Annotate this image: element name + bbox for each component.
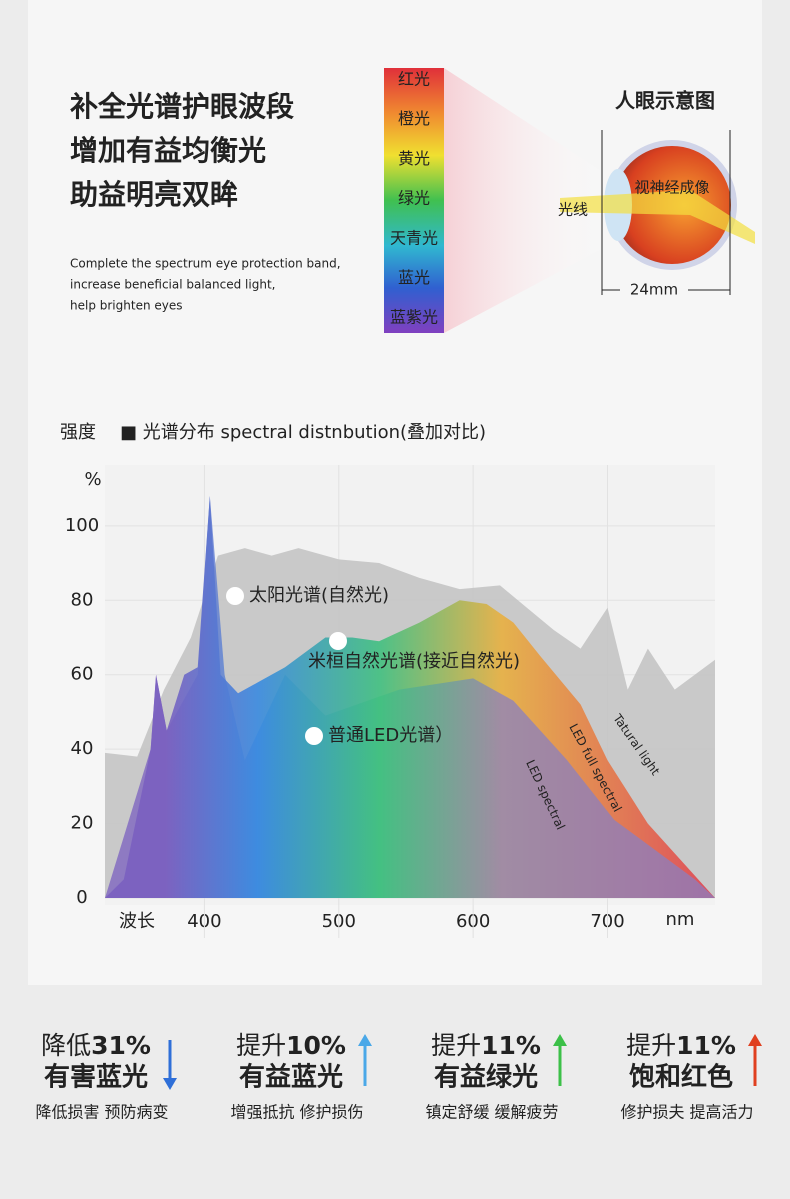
band-label: 红光 [398, 70, 430, 89]
rate-amount: 11% [676, 1031, 736, 1060]
feature-title: 饱和红色 [629, 1062, 733, 1093]
y-label: 强度 [60, 422, 96, 443]
feature-title: 有益蓝光 [239, 1063, 343, 1093]
band-label: 绿光 [398, 189, 430, 208]
band-label: 天青光 [390, 228, 438, 247]
light-ray [560, 190, 755, 244]
feature-rate: 降低31% [41, 1031, 151, 1060]
legend-label: 米桓自然光谱(接近自然光) [308, 651, 520, 672]
rate-amount: 10% [286, 1031, 346, 1060]
headline: 助益明亮双眸 [70, 178, 238, 211]
band-label: 蓝光 [398, 268, 430, 287]
feature-title: 有益绿光 [434, 1063, 538, 1093]
chart-title: ■ 光谱分布 spectral distnbution(叠加对比) [120, 422, 486, 443]
band-label: 橙光 [398, 109, 430, 128]
feature-desc: 修护损夫 提高活力 [620, 1103, 753, 1122]
y-tick-label: 40 [71, 738, 94, 759]
legend-dot [329, 632, 347, 650]
y-tick-label: 80 [71, 589, 94, 610]
feature-desc: 增强抵抗 修护损伤 [230, 1103, 363, 1122]
rate-amount: 31% [91, 1031, 151, 1060]
rate-prefix: 提升 [236, 1031, 286, 1060]
headline: 增加有益均衡光 [70, 134, 266, 167]
rate-prefix: 降低 [41, 1031, 91, 1060]
feature-rate: 提升11% [626, 1031, 736, 1060]
feature-rate: 提升11% [431, 1031, 541, 1060]
spectrum-band [384, 68, 444, 333]
eye-title: 人眼示意图 [615, 89, 715, 113]
light-label: 光线 [558, 201, 588, 219]
subtitle: increase beneficial balanced light, [70, 278, 275, 292]
arrow-head [358, 1034, 372, 1046]
legend-label: 普通LED光谱） [328, 725, 453, 746]
y-unit: % [84, 469, 101, 490]
x-label: 波长 [119, 911, 155, 932]
series-area [105, 496, 715, 898]
y-tick-label: 20 [71, 813, 94, 834]
legend-label: 太阳光谱(自然光) [249, 585, 389, 606]
rate-amount: 11% [481, 1031, 541, 1060]
y-tick-label: 0 [76, 887, 87, 908]
legend-dot [226, 587, 244, 605]
x-unit: nm [666, 909, 695, 930]
y-tick-label: 100 [65, 515, 99, 536]
band-label: 蓝紫光 [390, 308, 438, 327]
rate-prefix: 提升 [626, 1031, 676, 1060]
feature-title: 有害蓝光 [44, 1062, 148, 1093]
feature-desc: 镇定舒缓 缓解疲劳 [425, 1103, 558, 1122]
size-label: 24mm [630, 281, 678, 299]
subtitle: help brighten eyes [70, 299, 183, 313]
light-beam [444, 68, 600, 333]
band-label: 黄光 [398, 149, 430, 168]
subtitle: Complete the spectrum eye protection ban… [70, 257, 341, 271]
arrow-head [163, 1078, 177, 1090]
retina-label: 视神经成像 [634, 179, 709, 197]
rate-prefix: 提升 [431, 1031, 481, 1060]
y-tick-label: 60 [71, 664, 94, 685]
arrow-head [553, 1034, 567, 1046]
arrow-head [748, 1034, 762, 1046]
legend-dot [305, 727, 323, 745]
headline: 补全光谱护眼波段 [70, 90, 294, 123]
feature-desc: 降低损害 预防病变 [35, 1103, 168, 1122]
feature-rate: 提升10% [236, 1031, 346, 1060]
